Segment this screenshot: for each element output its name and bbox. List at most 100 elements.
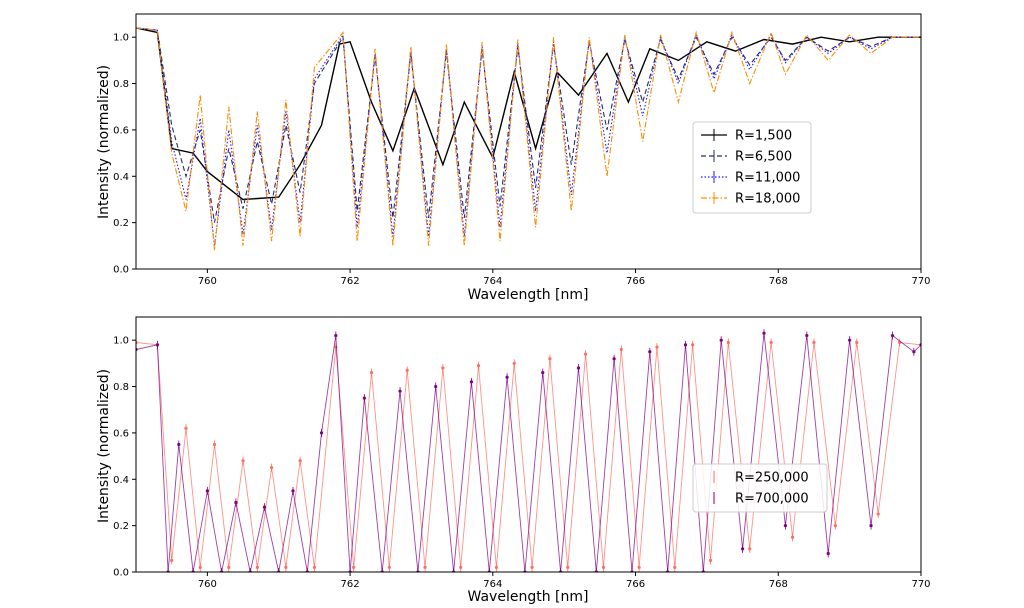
- bottom-legend-label-r-700-000: R=700,000: [735, 492, 809, 507]
- bottom-point-r-250-000: [184, 426, 188, 430]
- bottom-point-r-700-000: [469, 380, 474, 384]
- bottom-point-r-250-000: [441, 366, 445, 370]
- bottom-point-r-250-000: [198, 565, 202, 569]
- bottom-point-r-250-000: [241, 459, 245, 463]
- bottom-point-r-700-000: [398, 389, 402, 393]
- bottom-x-tick-label: 760: [198, 579, 217, 590]
- bottom-point-r-250-000: [726, 340, 730, 345]
- bottom-point-r-250-000: [387, 565, 391, 569]
- top-y-tick-label: 1.0: [113, 33, 129, 44]
- bottom-y-ticks: 0.0 0.2 0.4 0.6 0.8 1.0: [113, 336, 136, 579]
- top-legend-label-r-1-500: R=1,500: [735, 129, 792, 144]
- top-x-tick-label: 762: [341, 276, 360, 287]
- bottom-point-r-700-000: [541, 371, 545, 375]
- bottom-point-r-700-000: [434, 384, 438, 389]
- bottom-point-r-700-000: [683, 343, 688, 347]
- bottom-point-r-250-000: [284, 565, 288, 569]
- bottom-point-r-250-000: [352, 565, 356, 569]
- bottom-point-r-250-000: [255, 565, 259, 569]
- top-legend-label-r-18-000: R=18,000: [735, 192, 800, 207]
- bottom-point-r-700-000: [783, 524, 788, 528]
- bottom-point-r-250-000: [423, 565, 427, 569]
- bottom-y-tick-label: 0.4: [113, 475, 129, 486]
- bottom-point-r-250-000: [170, 558, 174, 563]
- bottom-point-r-250-000: [655, 345, 659, 349]
- bottom-point-r-700-000: [719, 338, 723, 342]
- bottom-point-r-250-000: [855, 340, 859, 345]
- bottom-x-tick-label: 766: [626, 579, 645, 590]
- bottom-y-tick-label: 0.2: [113, 521, 129, 532]
- top-y-tick-label: 0.0: [113, 265, 129, 276]
- bottom-point-r-250-000: [530, 565, 534, 569]
- bottom-point-r-250-000: [369, 371, 374, 375]
- top-y-tick-label: 0.2: [113, 218, 129, 229]
- bottom-point-r-700-000: [869, 524, 873, 528]
- bottom-point-r-700-000: [890, 333, 895, 338]
- bottom-point-r-700-000: [612, 357, 616, 361]
- top-panel: 760 762 764 766 768 770 0.0 0.2 0.4 0.6 0.8 1.0 Wa…: [96, 13, 931, 303]
- bottom-point-r-700-000: [362, 396, 366, 400]
- bottom-point-r-700-000: [826, 551, 830, 556]
- bottom-point-r-250-000: [673, 565, 677, 569]
- bottom-point-r-250-000: [298, 459, 302, 463]
- top-x-tick-label: 764: [483, 276, 502, 287]
- bottom-point-r-250-000: [212, 442, 217, 447]
- bottom-point-r-250-000: [619, 347, 623, 352]
- top-plot-frame: [135, 13, 922, 270]
- bottom-y-tick-label: 0.6: [113, 428, 129, 439]
- bottom-point-r-700-000: [740, 547, 745, 551]
- bottom-point-r-700-000: [334, 333, 338, 338]
- top-x-tick-label: 766: [626, 276, 645, 287]
- bottom-point-r-250-000: [637, 565, 641, 569]
- bottom-point-r-250-000: [748, 547, 752, 551]
- bottom-point-r-250-000: [566, 565, 570, 569]
- bottom-point-r-250-000: [601, 565, 606, 569]
- bottom-point-r-700-000: [648, 350, 652, 354]
- top-y-axis-label: Intensity (normalized): [96, 65, 112, 219]
- bottom-point-r-700-000: [234, 500, 238, 505]
- bottom-point-r-700-000: [762, 331, 766, 335]
- bottom-point-r-700-000: [848, 338, 852, 342]
- bottom-point-r-250-000: [833, 524, 837, 528]
- bottom-point-r-250-000: [459, 565, 463, 569]
- top-x-tick-label: 768: [769, 276, 788, 287]
- bottom-y-tick-label: 1.0: [113, 336, 129, 347]
- bottom-point-r-250-000: [812, 340, 816, 345]
- bottom-point-r-250-000: [494, 565, 498, 569]
- bottom-point-r-250-000: [548, 357, 552, 361]
- bottom-legend: R=250,000 R=700,000: [692, 463, 828, 513]
- top-legend-label-r-6-500: R=6,500: [735, 150, 792, 165]
- bottom-panel: 760 762 764 766 768 770 0.0 0.2 0.4 0.6 0.8 1.0 Wa…: [96, 316, 931, 605]
- top-x-tick-label: 760: [198, 276, 217, 287]
- bottom-point-r-250-000: [769, 340, 773, 345]
- bottom-x-axis-label: Wavelength [nm]: [468, 589, 589, 605]
- bottom-y-axis-label: Intensity (normalized): [96, 369, 112, 523]
- bottom-point-r-250-000: [476, 364, 481, 368]
- bottom-x-tick-label: 770: [911, 579, 930, 590]
- bottom-point-r-700-000: [912, 350, 916, 354]
- top-y-tick-label: 0.8: [113, 79, 129, 90]
- bottom-series-line-r-700-000: [136, 333, 921, 572]
- bottom-x-tick-label: 764: [483, 579, 502, 590]
- bottom-point-r-250-000: [512, 361, 516, 365]
- top-x-tick-label: 770: [911, 276, 930, 287]
- bottom-point-r-250-000: [691, 343, 695, 347]
- bottom-point-r-250-000: [583, 352, 588, 356]
- bottom-x-tick-label: 762: [341, 579, 360, 590]
- bottom-point-r-250-000: [708, 558, 713, 563]
- bottom-series-group: [136, 329, 921, 572]
- top-y-tick-label: 0.6: [113, 125, 129, 136]
- bottom-point-r-250-000: [876, 512, 880, 516]
- bottom-x-ticks: 760 762 764 766 768 770: [198, 572, 931, 590]
- bottom-x-tick-label: 768: [769, 579, 788, 590]
- top-series-line-r-18-000: [136, 27, 921, 251]
- bottom-point-r-250-000: [312, 565, 317, 569]
- bottom-plot-frame: [135, 316, 922, 573]
- bottom-legend-box: [692, 463, 828, 513]
- bottom-point-r-700-000: [576, 366, 581, 370]
- bottom-point-r-250-000: [227, 565, 231, 569]
- top-y-tick-label: 0.4: [113, 172, 129, 183]
- bottom-point-r-250-000: [405, 368, 409, 372]
- bottom-point-r-700-000: [319, 431, 324, 435]
